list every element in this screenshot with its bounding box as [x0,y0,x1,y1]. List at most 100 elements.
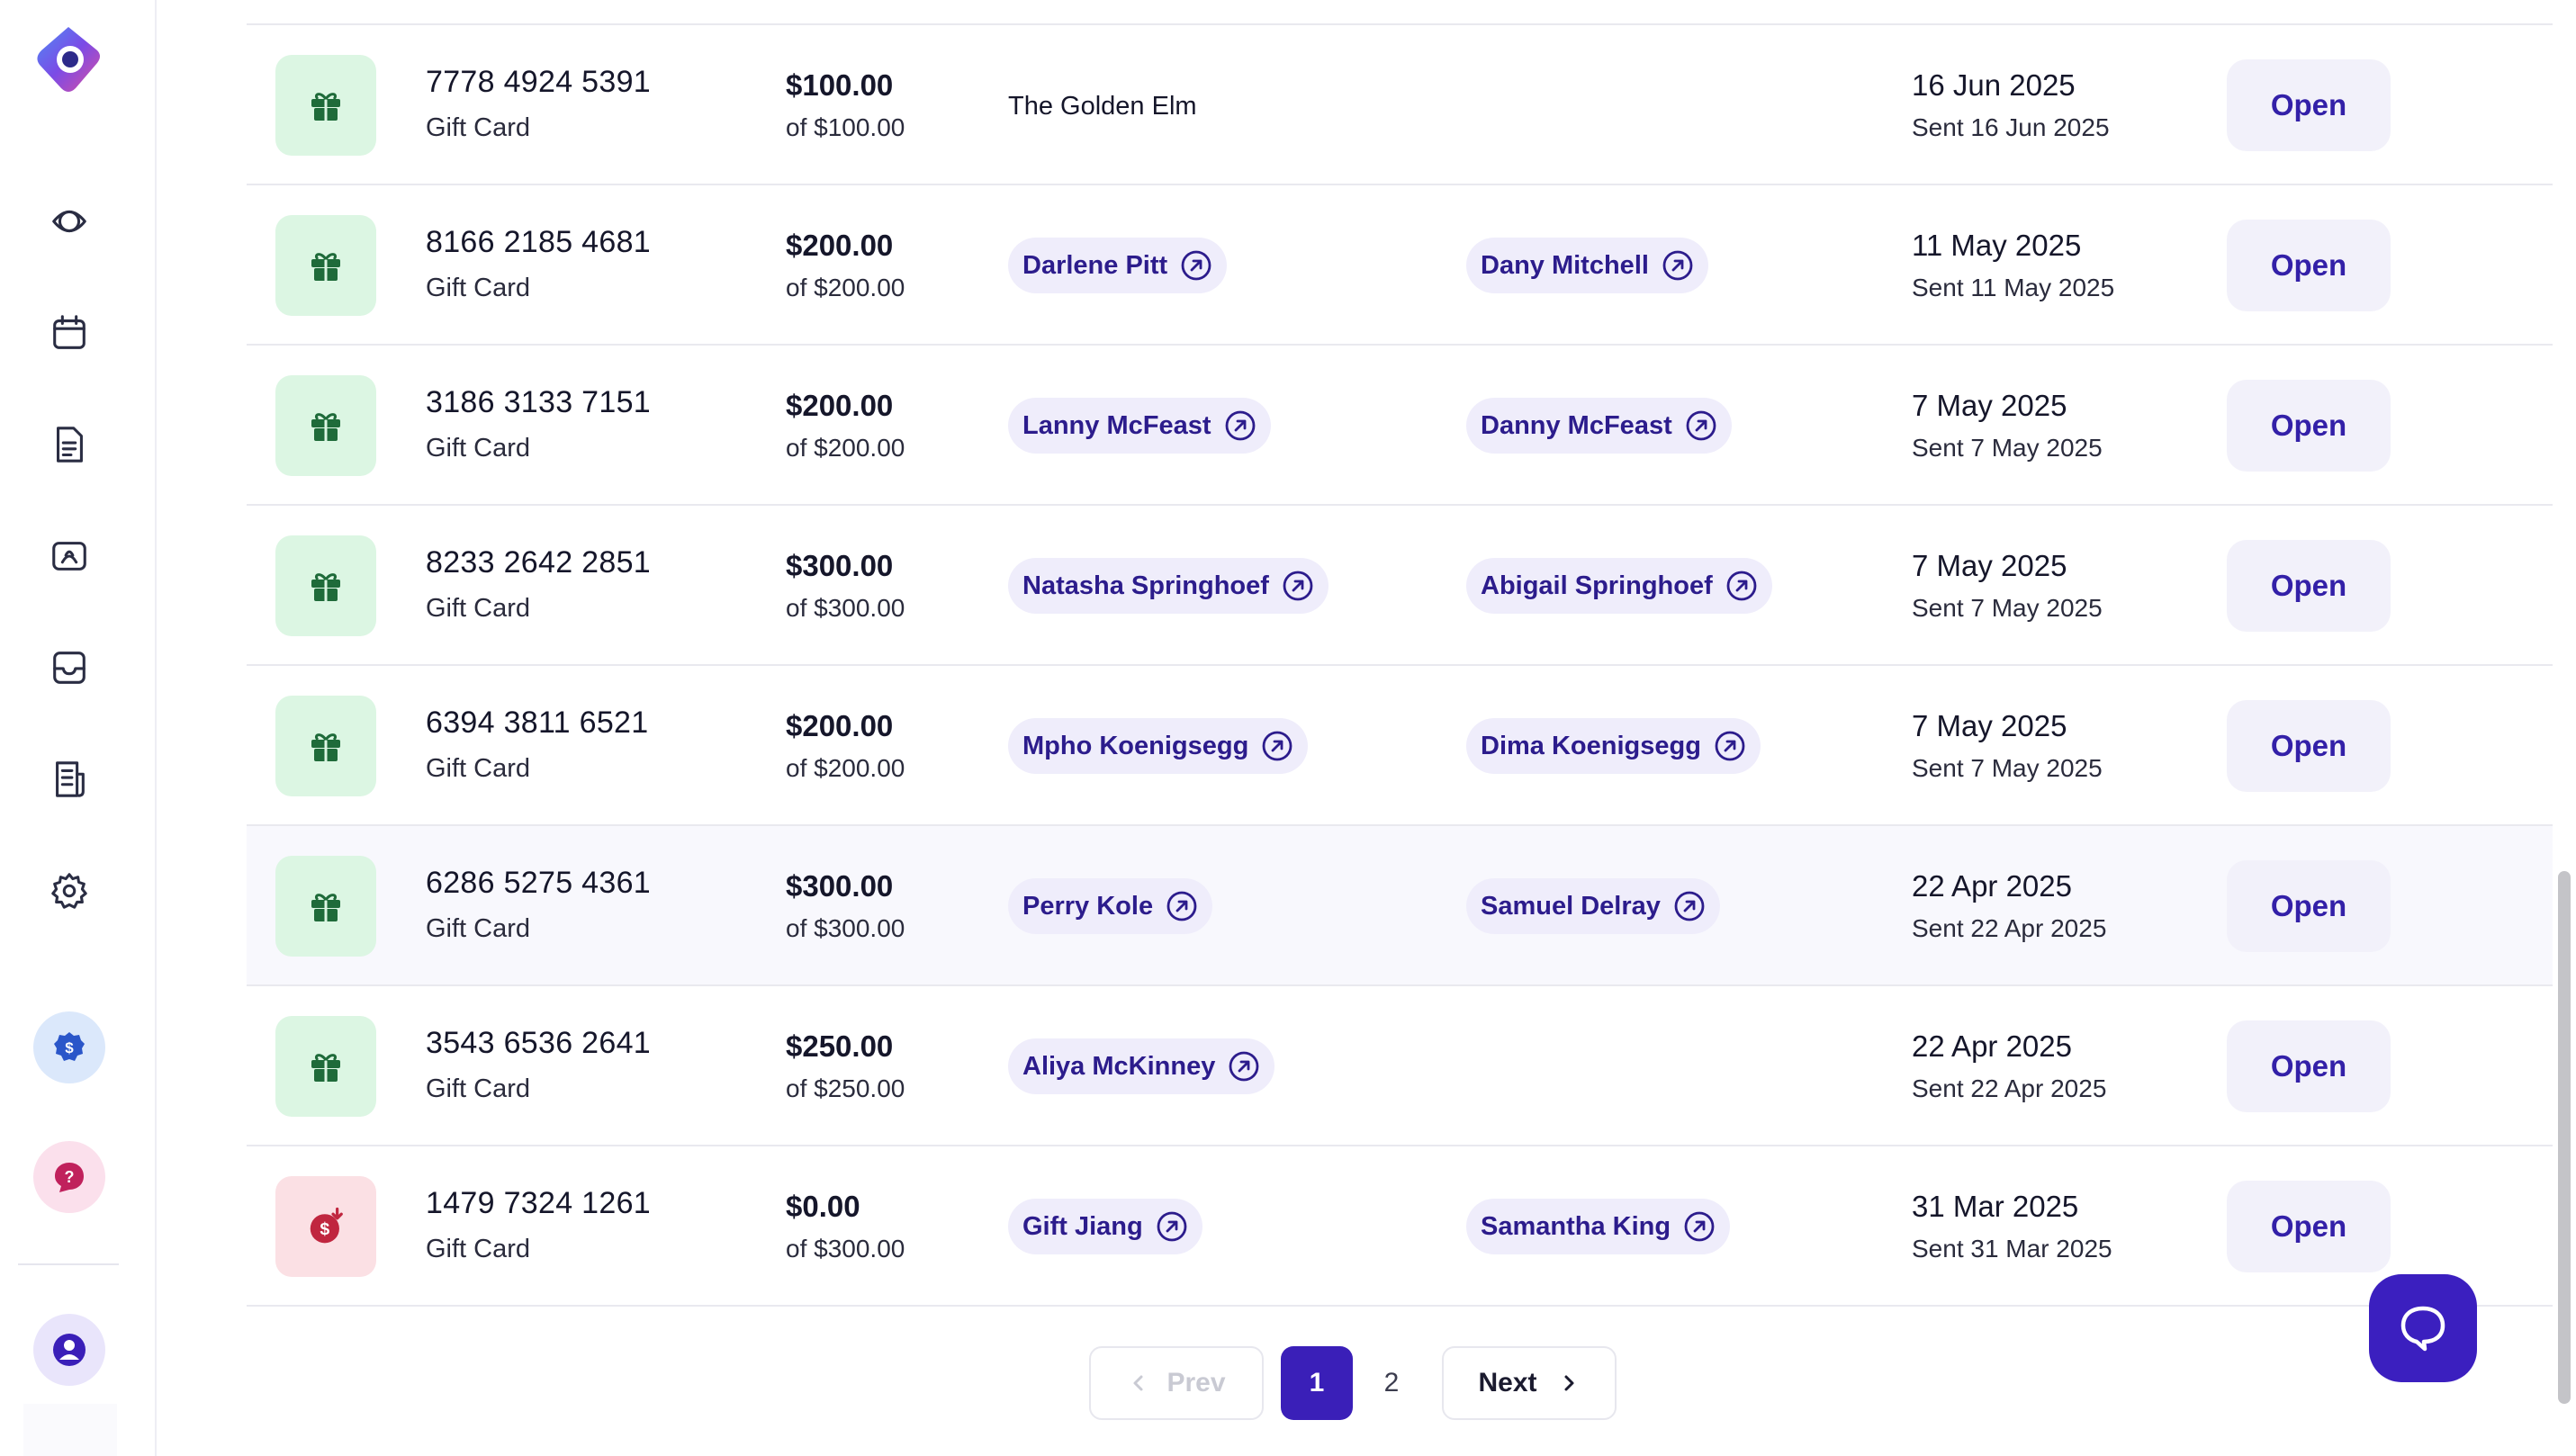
recipient-chip[interactable]: Samantha King [1466,1199,1731,1254]
card-type: Gift Card [426,754,531,783]
external-link-icon [1262,731,1293,761]
original-value: of $100.00 [786,113,905,141]
recipient-chip[interactable]: Samuel Delray [1466,878,1720,934]
prev-page-button[interactable]: Prev [1089,1346,1264,1420]
date: 7 May 2025 [1912,709,2067,742]
recipient-name: Danny McFeast [1481,410,1672,440]
balance: $250.00 [786,1029,894,1063]
sender-chip[interactable]: Darlene Pitt [1008,238,1228,293]
open-button[interactable]: Open [2227,1020,2391,1112]
dashboard-icon[interactable] [48,200,91,243]
gift-tile [275,535,376,636]
table-row: 8166 2185 4681 Gift Card $200.00 of $200… [247,185,2576,346]
card-number: 1479 7324 1261 [426,1186,652,1220]
table-divider [247,23,2576,25]
table-row: 6286 5275 4361 Gift Card $300.00 of $300… [247,826,2576,986]
chevron-left-icon [1133,1375,1143,1391]
date: 7 May 2025 [1912,549,2067,582]
card-type: Gift Card [426,1074,531,1103]
inbox-icon[interactable] [48,646,91,689]
prev-label: Prev [1166,1368,1226,1398]
calendar-icon[interactable] [48,311,91,355]
balance: $200.00 [786,389,894,422]
date: 31 Mar 2025 [1912,1190,2079,1223]
open-button[interactable]: Open [2227,220,2391,311]
sender-chip[interactable]: Mpho Koenigsegg [1008,718,1309,774]
sender-chip[interactable]: Natasha Springhoef [1008,558,1329,614]
svg-text:?: ? [65,1168,75,1186]
card-number: 8233 2642 2851 [426,545,652,580]
profile-button[interactable] [33,1314,105,1386]
balance: $200.00 [786,709,894,742]
sender-chip[interactable]: Gift Jiang [1008,1199,1202,1254]
billing-button[interactable]: $ [33,1011,105,1083]
clients-icon[interactable] [48,535,91,578]
page-1-button[interactable]: 1 [1281,1346,1353,1420]
sender-name: Aliya McKinney [1022,1051,1216,1081]
recipient-name: Samantha King [1481,1211,1671,1241]
external-link-icon [1674,891,1705,921]
open-button[interactable]: Open [2227,860,2391,952]
card-type: Gift Card [426,1235,531,1263]
recipient-chip[interactable]: Abigail Springhoef [1466,558,1772,614]
balance: $200.00 [786,229,894,262]
gift-tile [275,215,376,316]
gift-tile [275,696,376,796]
sender-chip[interactable]: Aliya McKinney [1008,1038,1275,1094]
svg-text:$: $ [320,1219,329,1239]
table-row: 7778 4924 5391 Gift Card $100.00 of $100… [247,25,2576,185]
card-number: 8166 2185 4681 [426,225,652,259]
card-type: Gift Card [426,113,531,142]
next-page-button[interactable]: Next [1442,1346,1617,1420]
external-link-icon [1229,1051,1259,1082]
external-link-icon [1166,891,1197,921]
chevron-right-icon [1564,1375,1574,1391]
gift-icon [311,894,340,921]
reports-icon[interactable] [48,758,91,801]
chat-launcher-button[interactable] [2369,1274,2477,1382]
scrollbar-thumb[interactable] [2558,871,2571,1404]
help-icon: ? [55,1163,84,1192]
dollar-badge-icon: $ [54,1032,85,1061]
recipient-name: Abigail Springhoef [1481,571,1713,600]
help-button[interactable]: ? [33,1141,105,1213]
open-button[interactable]: Open [2227,700,2391,792]
open-button[interactable]: Open [2227,380,2391,472]
sender-chip[interactable]: Perry Kole [1008,878,1213,934]
table-row: 6394 3811 6521 Gift Card $200.00 of $200… [247,666,2576,826]
page-2-button[interactable]: 2 [1383,1368,1400,1398]
sent-date: Sent 7 May 2025 [1912,434,2103,462]
app-logo[interactable] [32,23,104,95]
sender-chip[interactable]: Lanny McFeast [1008,398,1271,454]
refund-tile: $ [275,1176,376,1277]
card-number: 3543 6536 2641 [426,1026,652,1060]
table-row: 8233 2642 2851 Gift Card $300.00 of $300… [247,506,2576,666]
external-link-icon [1225,410,1255,441]
open-button[interactable]: Open [2227,1181,2391,1272]
open-button[interactable]: Open [2227,540,2391,632]
sender-name: Natasha Springhoef [1022,571,1269,600]
sent-date: Sent 31 Mar 2025 [1912,1235,2112,1263]
open-button[interactable]: Open [2227,59,2391,151]
external-link-icon [1715,731,1745,761]
date: 22 Apr 2025 [1912,869,2072,903]
document-icon[interactable] [48,423,91,466]
date: 7 May 2025 [1912,389,2067,422]
sent-date: Sent 22 Apr 2025 [1912,914,2107,942]
chat-bubble-icon [2400,1306,2445,1352]
card-number: 6394 3811 6521 [426,706,649,740]
recipient-name: Dany Mitchell [1481,250,1649,280]
card-number: 6286 5275 4361 [426,866,652,900]
balance: $0.00 [786,1190,860,1223]
settings-icon[interactable] [48,869,91,912]
recipient-chip[interactable]: Danny McFeast [1466,398,1732,454]
recipient-chip[interactable]: Dany Mitchell [1466,238,1708,293]
recipient-chip[interactable]: Dima Koenigsegg [1466,718,1761,774]
next-label: Next [1478,1368,1537,1398]
external-link-icon [1726,571,1757,601]
balance: $100.00 [786,68,894,102]
gift-tile [275,55,376,156]
gift-icon [311,573,340,601]
gift-icon [311,93,340,121]
original-value: of $200.00 [786,274,905,301]
